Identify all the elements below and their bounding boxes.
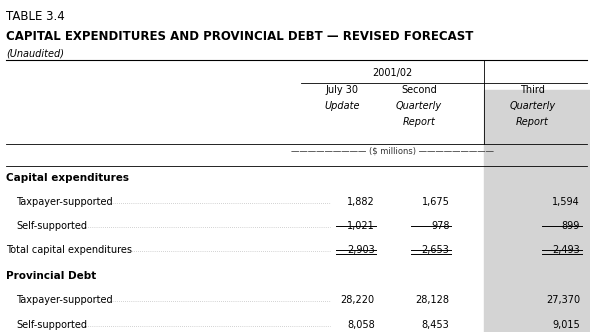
Text: 8,453: 8,453 — [422, 320, 450, 330]
Text: Self-supported: Self-supported — [17, 320, 87, 330]
Text: ————————— ($ millions) —————————: ————————— ($ millions) ————————— — [291, 146, 494, 155]
Text: 899: 899 — [562, 221, 580, 231]
Text: 2001/02: 2001/02 — [372, 68, 412, 78]
Text: 9,015: 9,015 — [552, 320, 580, 330]
Text: Taxpayer-supported: Taxpayer-supported — [17, 197, 113, 207]
Text: (Unaudited): (Unaudited) — [6, 48, 64, 58]
Text: Second: Second — [401, 85, 437, 95]
Text: Report: Report — [516, 117, 549, 126]
Text: 2,903: 2,903 — [347, 245, 375, 255]
Text: 1,675: 1,675 — [422, 197, 450, 207]
Text: 27,370: 27,370 — [546, 295, 580, 305]
Text: Quarterly: Quarterly — [509, 101, 555, 111]
Text: CAPITAL EXPENDITURES AND PROVINCIAL DEBT — REVISED FORECAST: CAPITAL EXPENDITURES AND PROVINCIAL DEBT… — [6, 30, 473, 43]
Text: Report: Report — [402, 117, 435, 126]
Text: Quarterly: Quarterly — [396, 101, 442, 111]
Text: Capital expenditures: Capital expenditures — [6, 173, 129, 183]
Text: Update: Update — [324, 101, 360, 111]
Text: 2,493: 2,493 — [552, 245, 580, 255]
Text: Third: Third — [520, 85, 545, 95]
Text: 8,058: 8,058 — [347, 320, 375, 330]
Text: 1,021: 1,021 — [347, 221, 375, 231]
Text: TABLE 3.4: TABLE 3.4 — [6, 10, 65, 23]
Text: 978: 978 — [431, 221, 450, 231]
Text: 1,594: 1,594 — [552, 197, 580, 207]
Text: Provincial Debt: Provincial Debt — [6, 271, 96, 281]
Text: Total capital expenditures: Total capital expenditures — [6, 245, 132, 255]
Text: July 30: July 30 — [326, 85, 359, 95]
Text: Self-supported: Self-supported — [17, 221, 87, 231]
Text: 2,653: 2,653 — [422, 245, 450, 255]
Text: Taxpayer-supported: Taxpayer-supported — [17, 295, 113, 305]
Text: 28,128: 28,128 — [415, 295, 450, 305]
Text: 1,882: 1,882 — [347, 197, 375, 207]
Text: 28,220: 28,220 — [340, 295, 375, 305]
Bar — [484, 90, 590, 332]
